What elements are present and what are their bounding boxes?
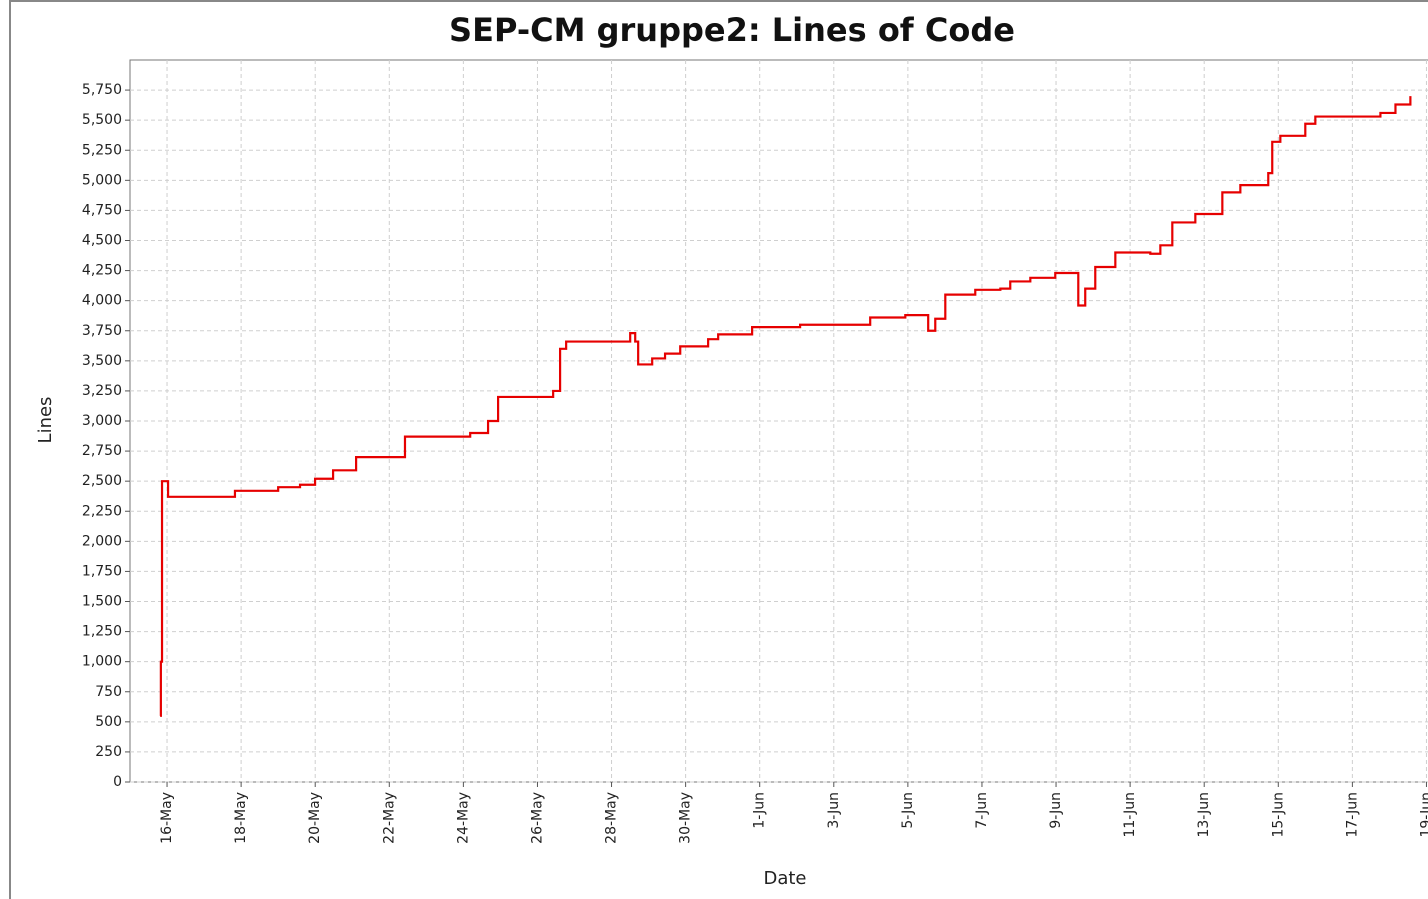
x-tick-label: 28-May [604, 792, 620, 844]
x-axis-title: Date [763, 868, 806, 889]
x-tick-label: 26-May [529, 792, 545, 844]
x-tick-label: 18-May [233, 792, 249, 844]
y-tick-label: 2,500 [82, 473, 122, 489]
y-tick-label: 1,750 [82, 563, 122, 579]
x-tick-label: 22-May [381, 792, 397, 844]
x-tick-label: 13-Jun [1196, 792, 1212, 838]
y-tick-label: 3,750 [82, 323, 122, 339]
y-tick-label: 0 [113, 774, 122, 790]
x-tick-label: 3-Jun [826, 792, 842, 829]
y-tick-label: 1,500 [82, 594, 122, 610]
y-tick-label: 4,250 [82, 263, 122, 279]
y-tick-label: 5,000 [82, 172, 122, 188]
x-tick-label: 20-May [307, 792, 323, 844]
y-tick-label: 3,500 [82, 353, 122, 369]
y-tick-label: 4,750 [82, 202, 122, 218]
x-tick-label: 11-Jun [1122, 792, 1138, 838]
y-tick-label: 5,750 [82, 82, 122, 98]
x-tick-label: 17-Jun [1344, 792, 1360, 838]
x-tick-label: 16-May [159, 792, 175, 844]
x-tick-label: 5-Jun [900, 792, 916, 829]
y-tick-label: 3,000 [82, 413, 122, 429]
series-line [159, 96, 1412, 717]
y-tick-label: 4,500 [82, 233, 122, 249]
y-tick-label: 1,250 [82, 624, 122, 640]
x-tick-label: 15-Jun [1270, 792, 1286, 838]
y-tick-label: 3,250 [82, 383, 122, 399]
y-tick-label: 2,750 [82, 443, 122, 459]
y-tick-label: 500 [95, 714, 122, 730]
y-tick-label: 750 [95, 684, 122, 700]
y-tick-label: 2,000 [82, 533, 122, 549]
y-tick-label: 5,500 [82, 112, 122, 128]
x-tick-label: 30-May [678, 792, 694, 844]
plot-area [129, 59, 1428, 783]
x-tick-label: 19-Jun [1418, 792, 1428, 838]
y-tick-label: 5,250 [82, 142, 122, 158]
y-tick-label: 4,000 [82, 293, 122, 309]
y-tick-label: 1,000 [82, 654, 122, 670]
x-tick-label: 24-May [455, 792, 471, 844]
x-tick-label: 9-Jun [1048, 792, 1064, 829]
y-tick-label: 2,250 [82, 503, 122, 519]
y-tick-label: 250 [95, 744, 122, 760]
chart-title: SEP-CM gruppe2: Lines of Code [449, 11, 1015, 49]
x-tick-label: 1-Jun [752, 792, 768, 829]
x-tick-label: 7-Jun [974, 792, 990, 829]
y-axis-title: Lines [35, 397, 56, 444]
